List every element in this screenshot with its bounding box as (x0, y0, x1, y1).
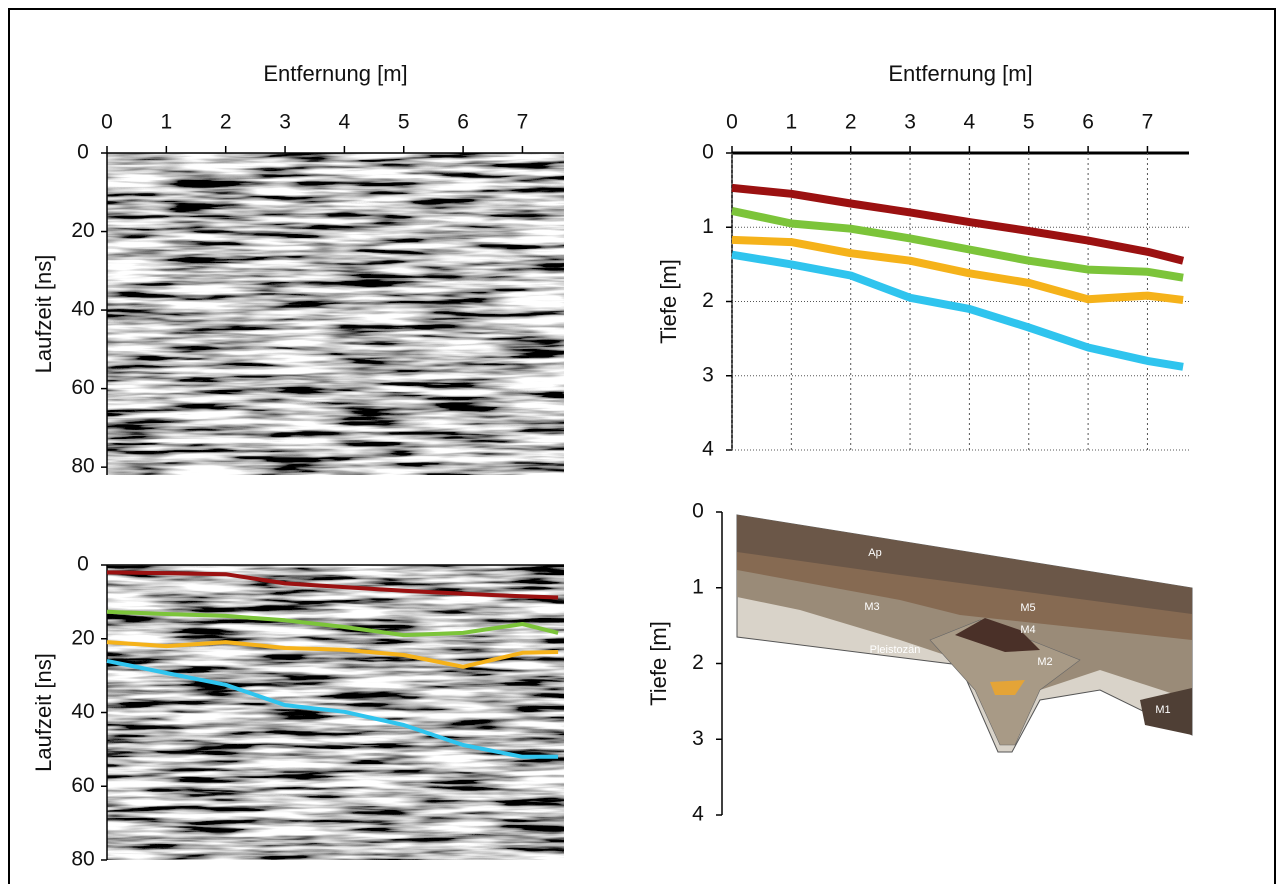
x-tick-label: 6 (457, 111, 469, 134)
y-tick-label: 1 (702, 215, 714, 238)
series-line (731, 250, 1184, 371)
x-tick-label: 2 (220, 111, 232, 134)
series-line (106, 640, 559, 669)
series-line (106, 658, 559, 759)
series-line (731, 206, 1184, 282)
y-tick-label: 60 (71, 774, 94, 797)
y-tick-label: 80 (71, 455, 94, 478)
y-tick-label: 2 (702, 289, 714, 312)
y-axis-label: Laufzeit [ns] (31, 653, 56, 772)
y-axis-label: Tiefe [m] (646, 621, 671, 706)
y-tick-label: 0 (692, 500, 704, 523)
series-line (731, 183, 1185, 265)
layer-label: M5 (1020, 602, 1035, 614)
y-tick-label: 3 (702, 363, 714, 386)
layer-label: M3 (864, 601, 879, 613)
layer-label: Ap (868, 547, 881, 559)
y-tick-label: 3 (692, 727, 704, 750)
x-tick-label: 5 (398, 111, 410, 134)
series-line (731, 235, 1184, 304)
y-tick-label: 4 (702, 438, 714, 461)
x-axis-label: Entfernung [m] (263, 61, 407, 86)
y-tick-label: 20 (71, 626, 94, 649)
layer-label: M4 (1020, 624, 1035, 636)
y-tick-label: 80 (71, 848, 94, 871)
y-axis-label: Laufzeit [ns] (31, 255, 56, 374)
radargram-image (107, 153, 564, 475)
y-tick-label: 4 (692, 803, 704, 826)
profile-drawing (736, 514, 1193, 753)
x-tick-label: 5 (1023, 111, 1035, 134)
x-tick-label: 4 (339, 111, 351, 134)
x-tick-label: 3 (279, 111, 291, 134)
y-tick-label: 60 (71, 376, 94, 399)
series-line (106, 570, 559, 600)
y-tick-label: 1 (692, 575, 704, 598)
x-tick-label: 1 (786, 111, 798, 134)
x-tick-label: 3 (904, 111, 916, 134)
x-tick-label: 0 (726, 111, 738, 134)
series-line (106, 609, 559, 638)
x-tick-label: 6 (1082, 111, 1094, 134)
y-tick-label: 0 (77, 141, 89, 164)
x-tick-label: 7 (517, 111, 529, 134)
x-tick-label: 0 (101, 111, 113, 134)
layer-label: Pleistozän (870, 644, 921, 656)
y-tick-label: 2 (692, 651, 704, 674)
y-tick-label: 0 (77, 553, 89, 576)
x-tick-label: 1 (161, 111, 173, 134)
layer-label: M1 (1155, 704, 1170, 716)
y-tick-label: 0 (702, 141, 714, 164)
x-axis-label: Entfernung [m] (888, 61, 1032, 86)
frame (8, 8, 1276, 884)
y-tick-label: 40 (71, 700, 94, 723)
y-axis-label: Tiefe [m] (656, 259, 681, 344)
y-tick-label: 20 (71, 219, 94, 242)
layer-label: M2 (1037, 656, 1052, 668)
x-tick-label: 4 (964, 111, 976, 134)
x-tick-label: 2 (845, 111, 857, 134)
y-tick-label: 40 (71, 298, 94, 321)
x-tick-label: 7 (1142, 111, 1154, 134)
